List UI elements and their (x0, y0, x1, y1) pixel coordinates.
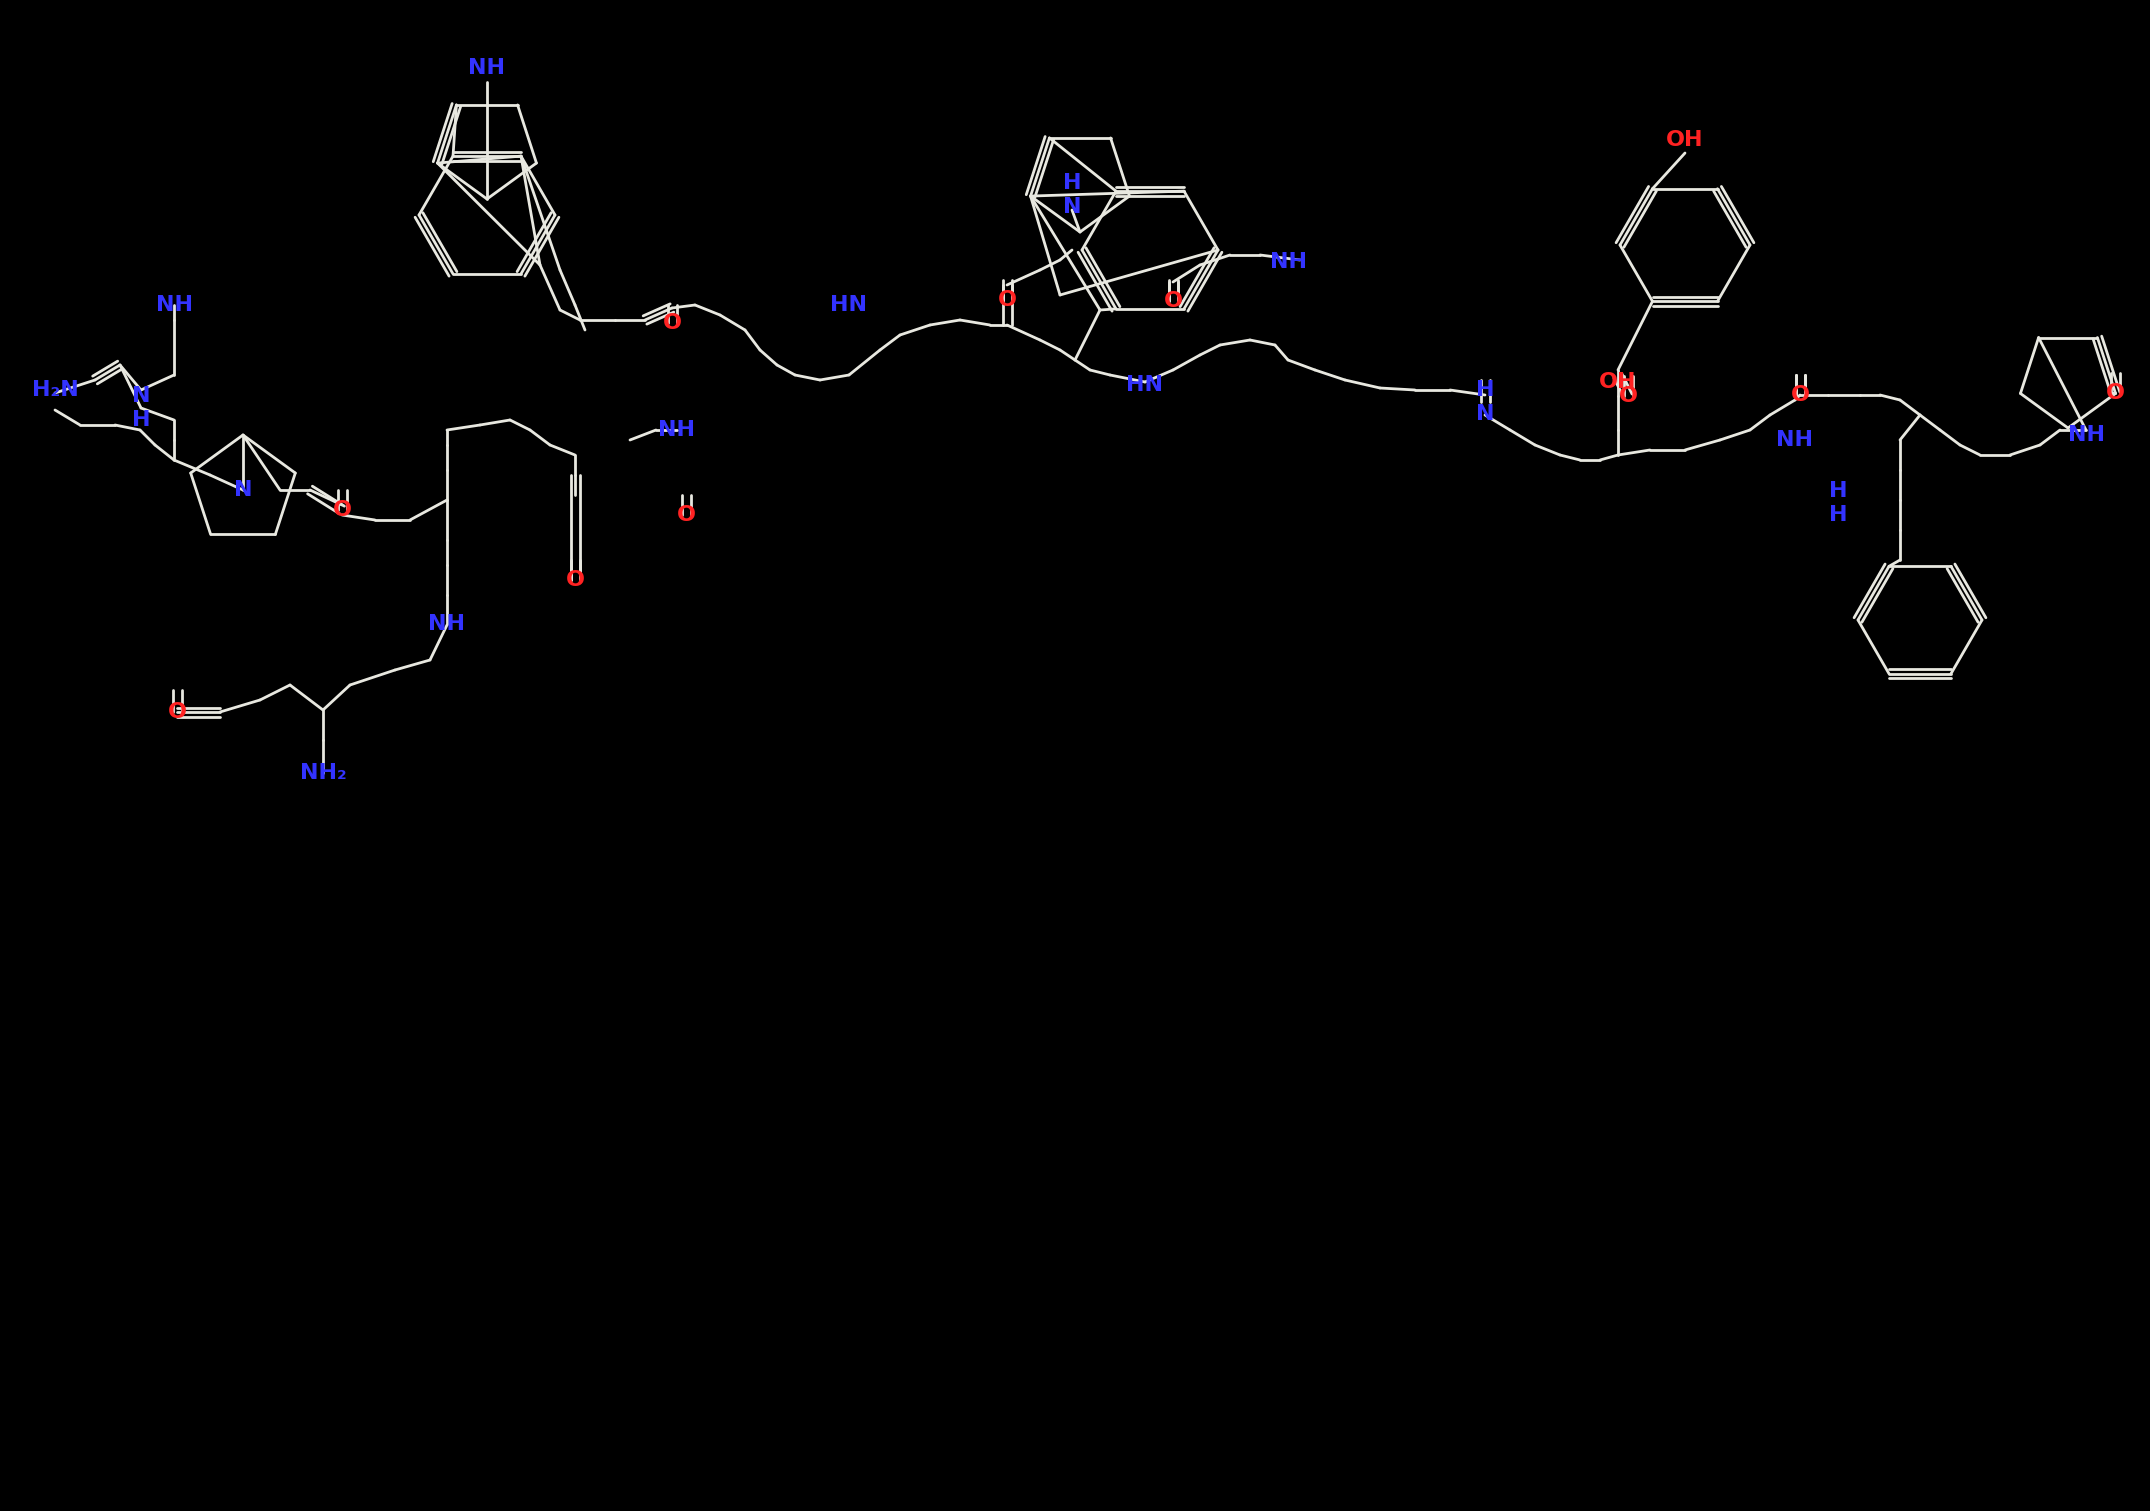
Text: NH: NH (2068, 425, 2105, 446)
Text: O: O (662, 313, 682, 332)
Text: H
N: H N (1475, 381, 1494, 423)
Text: NH₂: NH₂ (299, 763, 346, 783)
Text: O: O (998, 290, 1017, 310)
Text: NH: NH (155, 295, 194, 314)
Text: H
H: H H (1830, 482, 1847, 524)
Text: O: O (168, 703, 187, 722)
Text: O: O (333, 500, 350, 520)
Text: O: O (1791, 385, 1810, 405)
Text: NH: NH (658, 420, 694, 440)
Text: O: O (677, 505, 694, 524)
Text: NH: NH (428, 613, 467, 635)
Text: O: O (565, 570, 585, 589)
Text: OH: OH (1666, 130, 1703, 150)
Text: O: O (1619, 385, 1638, 406)
Text: H₂N: H₂N (32, 379, 77, 400)
Text: NH: NH (1268, 252, 1307, 272)
Text: O: O (2105, 382, 2124, 403)
Text: N: N (234, 480, 252, 500)
Text: NH: NH (1776, 431, 1812, 450)
Text: N
H: N H (131, 387, 151, 429)
Text: NH: NH (469, 57, 505, 79)
Text: HN: HN (1127, 375, 1163, 394)
Text: H
N: H N (1062, 174, 1081, 216)
Text: O: O (1163, 292, 1182, 311)
Text: OH: OH (1600, 372, 1636, 391)
Text: HN: HN (830, 295, 866, 314)
